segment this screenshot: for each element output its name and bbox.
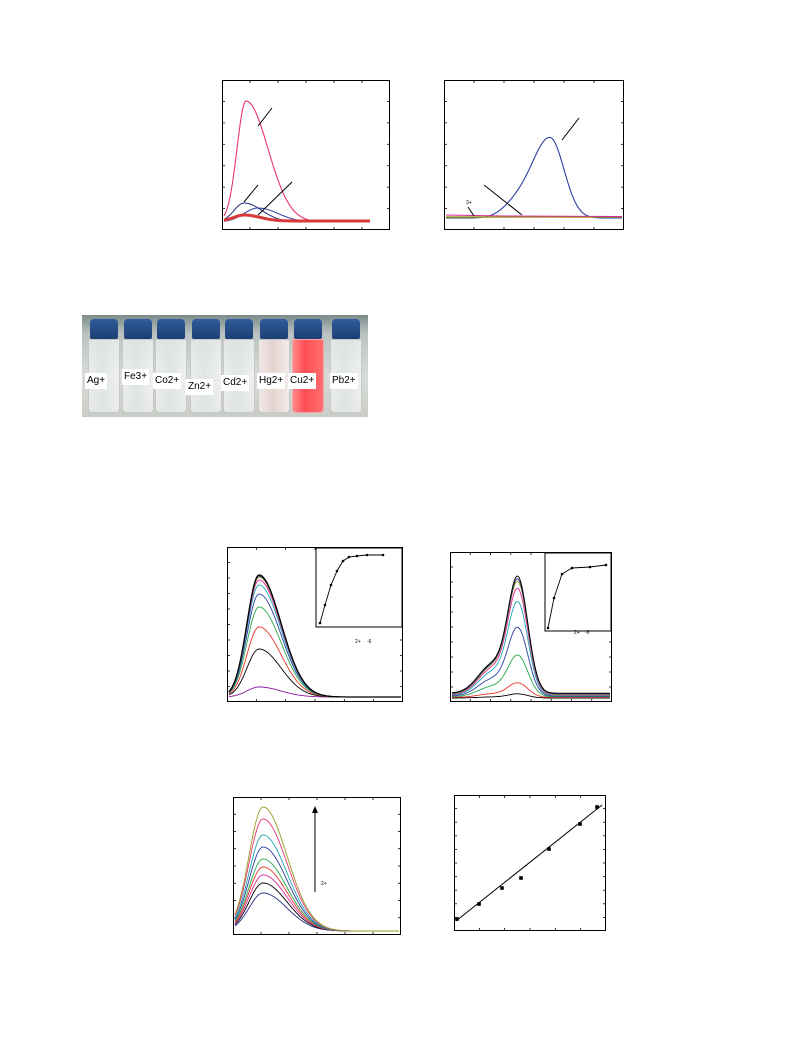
inset-point: [335, 569, 339, 573]
inset-point: [381, 553, 385, 557]
spectrum-plot-e: 2+: [233, 797, 401, 935]
inset-point: [552, 596, 556, 600]
spectrum-plot-b: 3+: [444, 80, 624, 230]
inset-point: [546, 626, 550, 630]
spectrum-curve: [234, 806, 399, 932]
titration-curve: [451, 587, 610, 696]
vial-label: Zn2+: [186, 379, 214, 395]
inset-curve: [547, 564, 607, 629]
titration-curve: [452, 693, 610, 699]
vial-8: Pb2+: [330, 319, 362, 415]
vial-6: Hg2+: [257, 319, 290, 415]
calibration-point: [547, 847, 551, 851]
titration-curve: [452, 626, 610, 697]
inset-label: 2+: [574, 630, 580, 636]
titration-curve: [228, 574, 401, 698]
vial-label: Pb2+: [330, 373, 358, 389]
inset-point: [318, 621, 322, 625]
vial-cap: [90, 319, 118, 339]
titration-plot-c: 2+ -6: [227, 547, 403, 702]
inset-point: [323, 603, 327, 607]
vials-photo: Ag+ Fe3+ Co2+ Zn2+ Cd2+ Hg2+ Cu2+ Pb2+: [82, 315, 368, 417]
spectrum-curve: [234, 846, 399, 932]
inset-point: [604, 563, 608, 567]
curve-pink: [223, 100, 370, 223]
vial-7: Cu2+: [288, 319, 324, 415]
spectrum-curve: [234, 818, 399, 932]
curve-baseline-band-2: [445, 214, 623, 217]
calibration-point: [477, 902, 481, 906]
vial-4: Zn2+: [186, 319, 222, 415]
vial-cap: [260, 319, 288, 339]
vial-label: Cd2+: [221, 375, 250, 391]
titration-curve: [228, 648, 401, 698]
arrow-2: [243, 184, 259, 203]
calibration-point: [519, 876, 523, 880]
vial-label: Co2+: [153, 373, 182, 389]
calibration-point: [595, 805, 599, 809]
inset-frame: [544, 552, 612, 632]
curve-red-band: [223, 213, 370, 223]
arrow-3: [467, 206, 475, 217]
calibration-plot-f: [454, 795, 606, 931]
vial-label: Cu2+: [288, 373, 317, 389]
inset-label-2: -6: [367, 639, 372, 645]
vial-cap: [157, 319, 185, 339]
vial-cap: [225, 319, 253, 339]
calibration-point: [455, 917, 459, 921]
titration-curve: [228, 626, 401, 698]
inset-label: 2+: [355, 639, 361, 645]
ion-label: 3+: [466, 200, 472, 206]
fit-line: [455, 804, 603, 922]
inset-point: [365, 553, 369, 557]
vial-label: Hg2+: [257, 373, 286, 389]
inset-point: [355, 554, 359, 558]
inset-point: [347, 555, 351, 559]
vial-label: Ag+: [85, 373, 108, 389]
vial-5: Cd2+: [221, 319, 255, 415]
inset-point: [588, 565, 592, 569]
vial-glass: [190, 339, 222, 413]
arrow-1: [561, 117, 580, 141]
titration-curve: [452, 654, 610, 698]
arrow-label: 2+: [321, 881, 327, 887]
titration-curve: [451, 575, 610, 694]
up-arrow-head: [312, 806, 318, 813]
titration-plot-d: 2+ -6: [450, 552, 612, 702]
inset-label-2: -6: [585, 630, 590, 636]
calibration-point: [578, 822, 582, 826]
vial-cap: [192, 319, 220, 339]
vial-cap: [124, 319, 152, 339]
spectrum-plot-a: [222, 80, 390, 230]
vial-1: Ag+: [85, 319, 120, 415]
vial-cap: [294, 319, 322, 339]
arrow-3: [257, 181, 293, 216]
titration-curve: [452, 682, 610, 698]
vial-label: Fe3+: [122, 369, 150, 385]
inset-point: [560, 572, 564, 576]
titration-curve: [451, 601, 610, 697]
arrow-2: [483, 184, 523, 216]
inset-point: [329, 583, 333, 587]
inset-point: [341, 559, 345, 563]
inset-point: [570, 566, 574, 570]
vial-3: Co2+: [153, 319, 187, 415]
inset-frame: [315, 547, 403, 628]
vial-2: Fe3+: [122, 319, 154, 415]
calibration-point: [500, 886, 504, 890]
vial-cap: [332, 319, 360, 339]
curve-blue-peak: [446, 136, 622, 219]
spectrum-curve: [234, 858, 399, 932]
arrow-1: [257, 107, 273, 127]
